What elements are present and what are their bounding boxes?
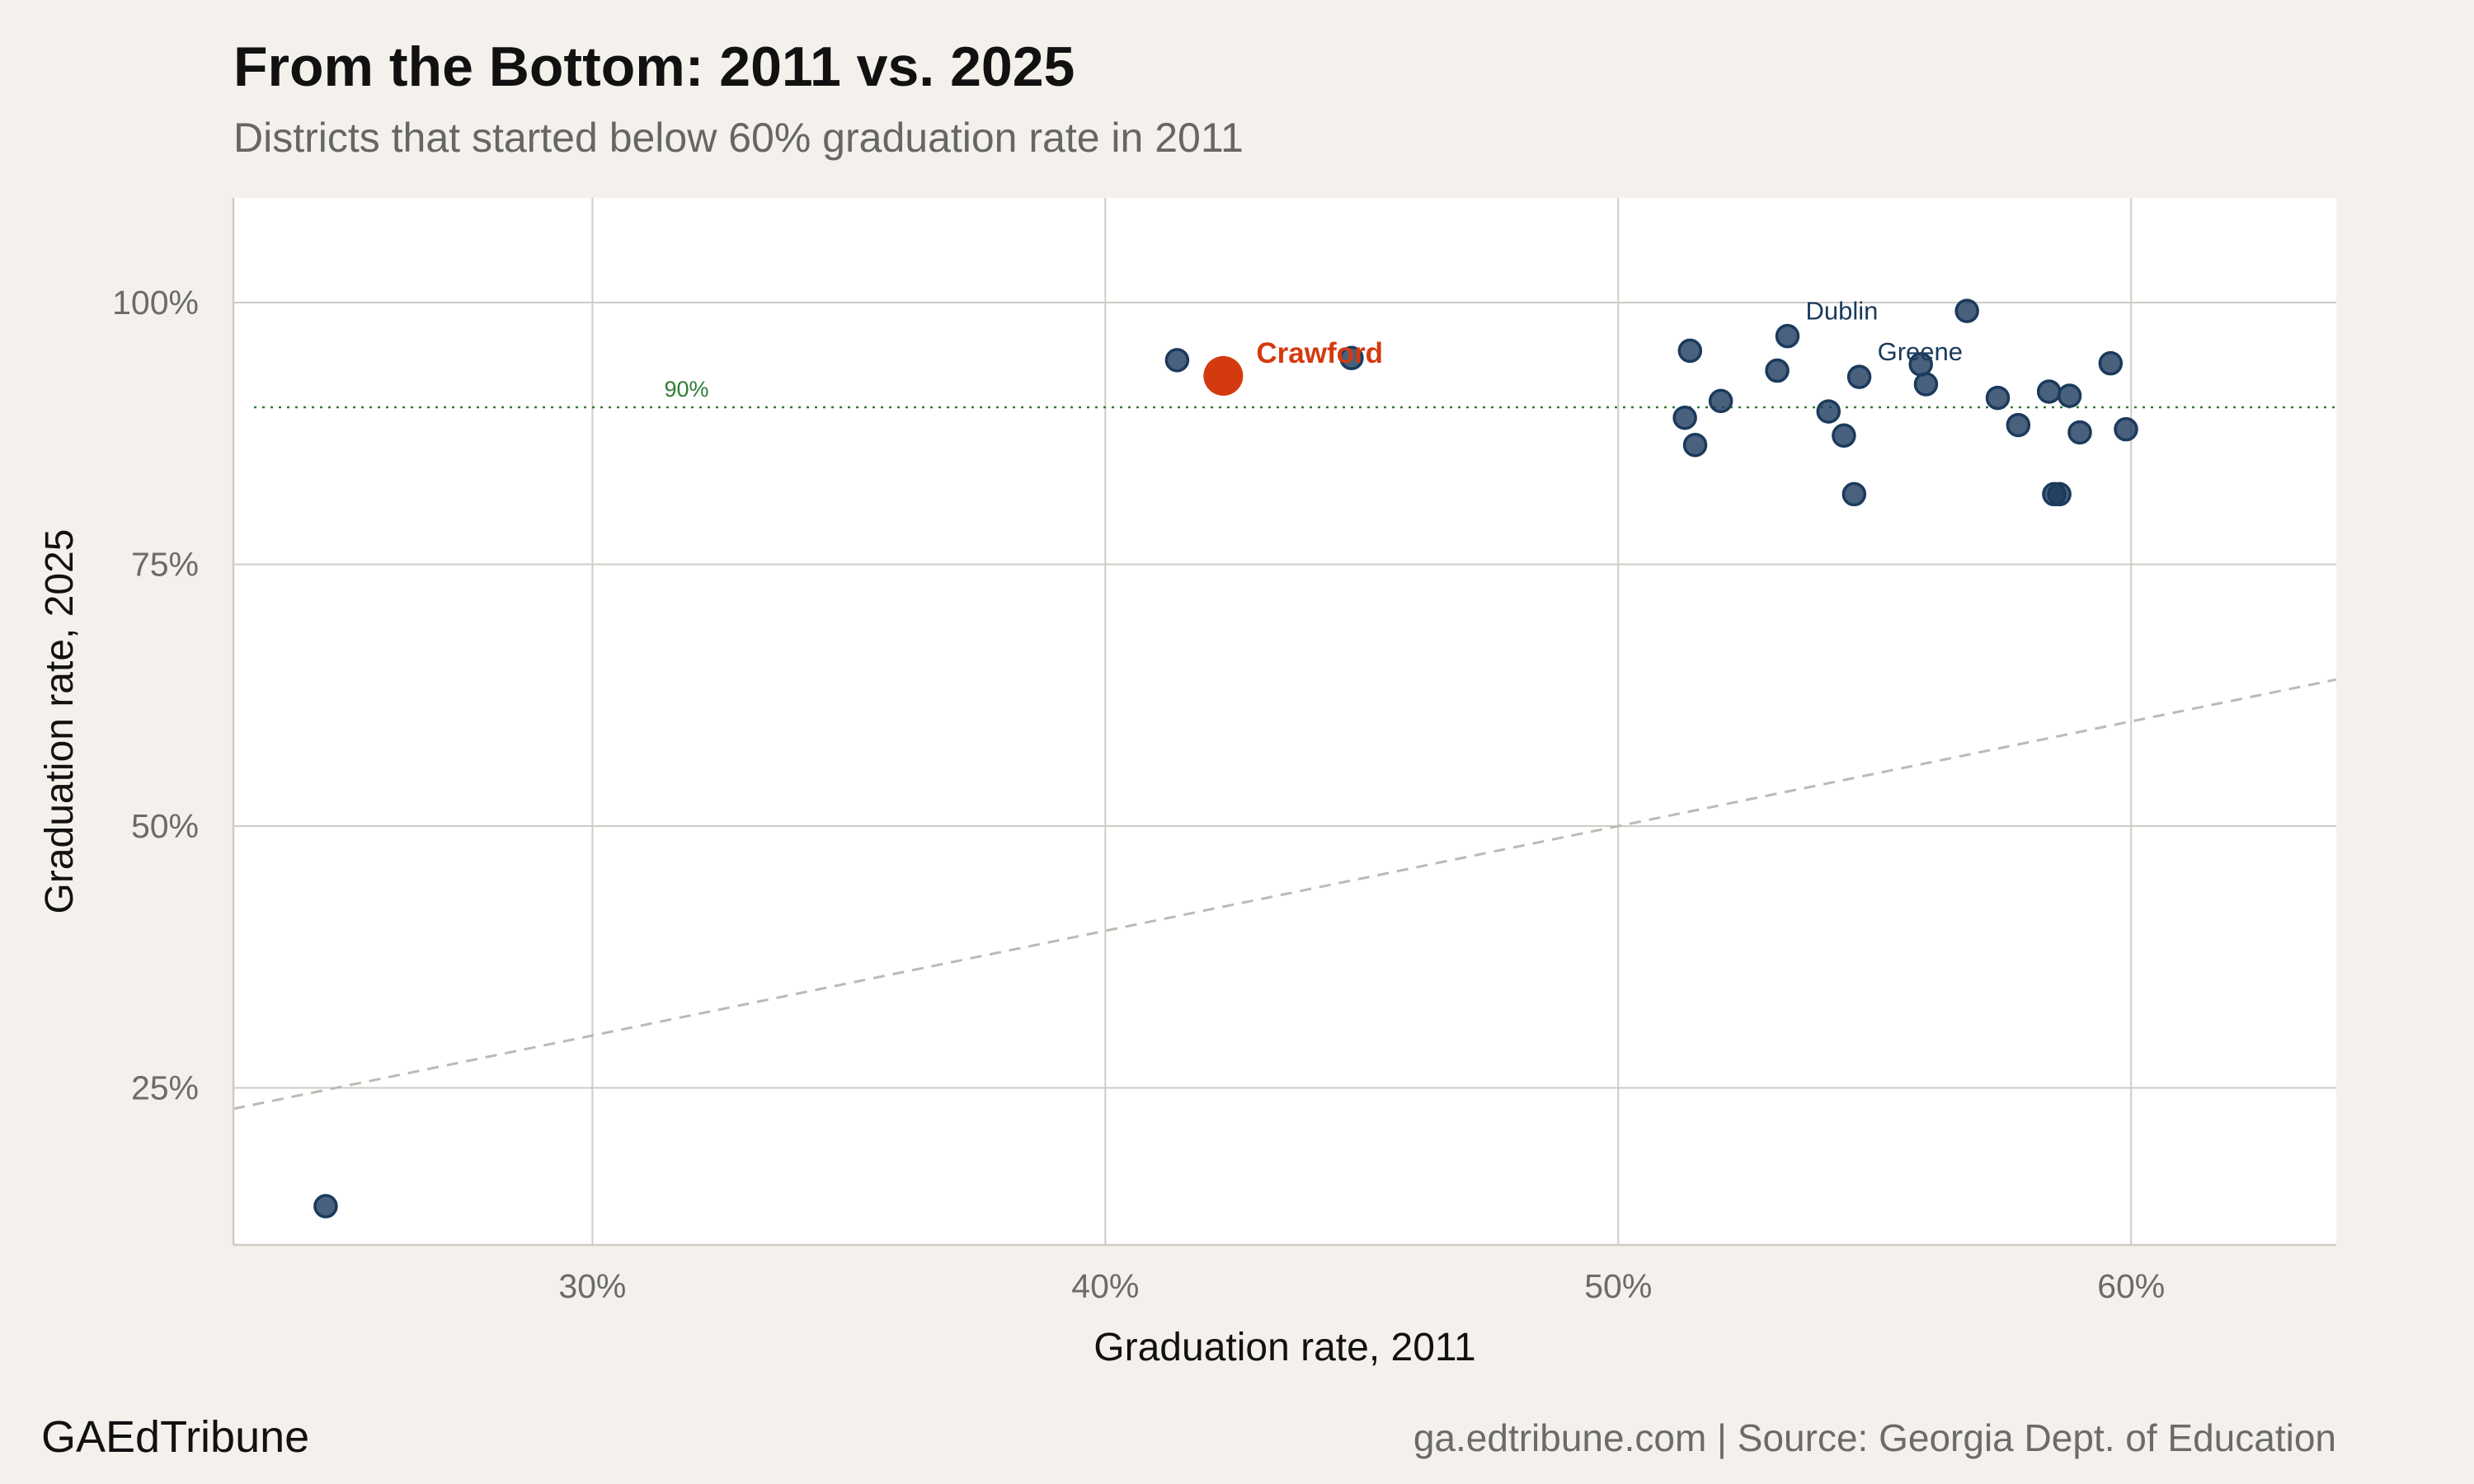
grid-layer: [233, 198, 2336, 1245]
reference-layer: 90%: [233, 377, 2337, 1111]
y-tick-label: 25%: [131, 1069, 199, 1107]
y-axis-title: Graduation rate, 2025: [38, 529, 82, 914]
district-point: [2114, 416, 2138, 442]
district-point: [1832, 423, 1856, 448]
chart-title: From the Bottom: 2011 vs. 2025: [233, 35, 1075, 98]
district-point: [2047, 481, 2072, 507]
district-point: [1677, 338, 1703, 364]
label-layer: Dublin Greene Crawford: [1256, 297, 1963, 369]
district-point: [1913, 372, 1939, 397]
parity-line: [233, 678, 2337, 1111]
x-tick-label: 60%: [2097, 1267, 2165, 1305]
plot-panel: [233, 198, 2336, 1245]
reference-line-label: 90%: [664, 377, 708, 402]
district-point: [1339, 345, 1364, 371]
district-point: [2098, 350, 2124, 376]
district-point: [1765, 358, 1790, 383]
y-tick-label: 75%: [131, 546, 199, 584]
district-point: [1841, 481, 1867, 507]
y-tick-label: 50%: [131, 807, 199, 845]
district-point: [1954, 298, 1979, 323]
district-point: [2036, 379, 2062, 404]
chart-subtitle: Districts that started below 60% graduat…: [233, 115, 1244, 161]
axis-layer: 30% 40% 50% 60% 25% 50% 75% 100% Graduation rate…: [38, 198, 2336, 1369]
district-point: [1708, 388, 1733, 414]
source-credit: ga.edtribune.com | Source: Georgia Dept.…: [1413, 1416, 2336, 1459]
district-point: [2006, 412, 2031, 438]
district-point-label: Greene: [1878, 337, 1963, 366]
x-axis-title: Graduation rate, 2011: [1094, 1326, 1475, 1369]
highlight-label-crawford: Crawford: [1256, 337, 1383, 369]
district-point: [2057, 383, 2082, 408]
point-layer: [313, 298, 2138, 1219]
x-tick-label: 50%: [1584, 1267, 1652, 1305]
brand-logo-text: GAEdTribune: [41, 1412, 310, 1462]
district-point: [1672, 405, 1697, 430]
district-point: [1816, 399, 1841, 424]
district-point: [1985, 385, 2011, 411]
x-tick-label: 40%: [1071, 1267, 1139, 1305]
district-point: [1164, 348, 1190, 373]
x-tick-label: 30%: [558, 1267, 626, 1305]
district-point: [1846, 364, 1872, 389]
district-point: [313, 1194, 338, 1219]
district-point: [2067, 420, 2092, 445]
district-point: [1775, 323, 1800, 349]
highlight-point-crawford: [1203, 355, 1244, 396]
district-point: [1682, 432, 1708, 458]
district-point-label: Dublin: [1806, 297, 1879, 326]
y-tick-label: 100%: [112, 284, 199, 322]
